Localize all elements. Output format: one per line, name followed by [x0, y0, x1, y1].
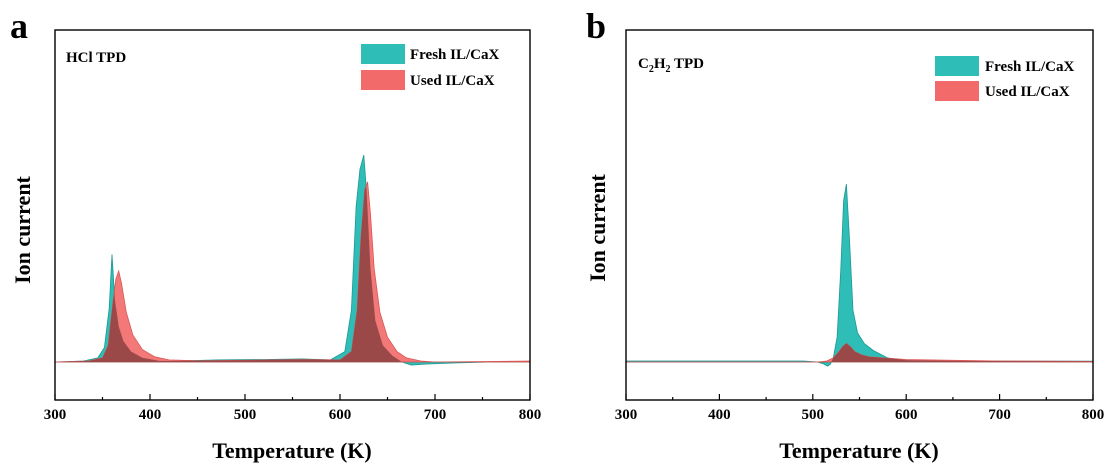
- x-tick-label-a-300: 300: [44, 407, 67, 423]
- x-tick-label-a-500: 500: [234, 407, 257, 423]
- title-b-sub1: 2: [649, 64, 654, 75]
- title-b-sub2: 2: [666, 64, 671, 75]
- series-used-area-a: [54, 181, 531, 363]
- legend-label-fresh-a: Fresh IL/CaX: [410, 47, 499, 63]
- title-b-h: H: [654, 56, 666, 72]
- y-axis-label-a: Ion current: [10, 175, 35, 283]
- x-axis-ticks-b: 300 400 500 600 700 800: [615, 394, 1105, 423]
- x-tick-label-b-700: 700: [988, 407, 1011, 423]
- x-axis-ticks-a: 300 400 500 600 700 800: [44, 394, 542, 423]
- x-tick-label-a-700: 700: [424, 407, 447, 423]
- panel-b: b C2H2 TPD Fresh IL/CaX Used IL/CaX 300 4…: [585, 6, 1104, 463]
- x-tick-label-b-400: 400: [708, 407, 731, 423]
- legend-label-used-a: Used IL/CaX: [410, 73, 495, 89]
- series-overlap-area-b: [626, 343, 1093, 362]
- x-tick-label-b-600: 600: [895, 407, 918, 423]
- legend-swatch-fresh-b: [935, 56, 979, 76]
- y-axis-label-b: Ion current: [585, 173, 610, 281]
- panel-a: a HCl TPD Fresh IL/CaX Used IL/CaX 300 40…: [10, 6, 541, 463]
- chart-title-a: HCl TPD: [66, 50, 126, 66]
- plot-area-a: [54, 154, 531, 366]
- legend-b: Fresh IL/CaX Used IL/CaX: [935, 56, 1074, 101]
- x-axis-label-a: Temperature (K): [212, 438, 371, 463]
- x-tick-label-b-300: 300: [615, 407, 638, 423]
- chart-title-b: C2H2 TPD: [638, 56, 704, 75]
- legend-swatch-used-b: [935, 81, 979, 101]
- panel-letter-b: b: [586, 6, 606, 46]
- series-fresh-area-a: [54, 154, 530, 366]
- title-b-c: C: [638, 56, 649, 72]
- legend-label-used-b: Used IL/CaX: [985, 84, 1070, 100]
- x-tick-label-b-800: 800: [1082, 407, 1105, 423]
- x-tick-label-a-600: 600: [329, 407, 352, 423]
- x-tick-label-a-400: 400: [139, 407, 162, 423]
- x-tick-label-b-500: 500: [802, 407, 825, 423]
- legend-swatch-used-a: [361, 70, 405, 90]
- x-axis-label-b: Temperature (K): [779, 438, 938, 463]
- panel-letter-a: a: [10, 6, 28, 46]
- series-fresh-area-b: [625, 183, 1094, 367]
- legend-a: Fresh IL/CaX Used IL/CaX: [361, 44, 499, 90]
- x-tick-label-a-800: 800: [519, 407, 542, 423]
- title-b-tail: TPD: [671, 56, 705, 72]
- legend-swatch-fresh-a: [361, 44, 405, 64]
- legend-label-fresh-b: Fresh IL/CaX: [985, 59, 1074, 75]
- plot-area-b: [625, 183, 1094, 367]
